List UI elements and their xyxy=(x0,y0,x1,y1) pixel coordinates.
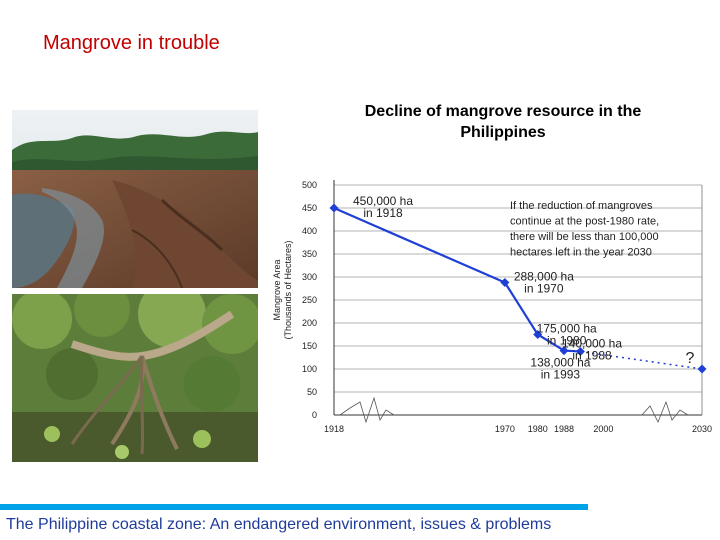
data-label: in 1980 xyxy=(547,334,587,348)
y-tick-label: 0 xyxy=(312,410,317,420)
data-label: 138,000 ha xyxy=(530,356,590,370)
axis-break-left xyxy=(339,396,395,424)
y-tick-label: 400 xyxy=(302,226,317,236)
y-axis-label-line: Mangrove Area xyxy=(272,259,282,320)
y-tick-label: 250 xyxy=(302,295,317,305)
data-label: 288,000 ha xyxy=(514,270,574,284)
data-point xyxy=(697,364,707,374)
y-axis-label-line: (Thousands of Hectares) xyxy=(283,240,293,339)
mangrove-clearing-photo xyxy=(12,110,258,288)
data-label: in 1970 xyxy=(524,282,564,296)
annotation-line: If the reduction of mangroves xyxy=(510,200,653,212)
data-point xyxy=(533,330,543,339)
mangrove-area-chart: 0 50 100 150 200 250 300 350 400 450 500 1918 1970 19… xyxy=(272,180,712,434)
chart-title: Decline of mangrove resource in the Phil… xyxy=(364,103,642,141)
data-label: in 1918 xyxy=(363,206,403,220)
annotation-line: there will be less than 100,000 xyxy=(510,231,659,243)
y-tick-label: 350 xyxy=(302,249,317,259)
x-tick-label: 2030 xyxy=(692,424,712,434)
slide-title: Mangrove in trouble xyxy=(43,32,220,54)
x-tick-label: 1918 xyxy=(324,424,344,434)
mangrove-roots-photo xyxy=(12,294,258,462)
annotation-line: continue at the post-1980 rate, xyxy=(510,216,659,228)
data-point xyxy=(329,203,339,213)
slide-footer: The Philippine coastal zone: An endanger… xyxy=(6,516,552,533)
data-label: in 1988 xyxy=(572,349,612,363)
y-tick-label: 450 xyxy=(302,203,317,213)
y-tick-label: 500 xyxy=(302,180,317,190)
projection-question-mark: ? xyxy=(686,350,695,367)
data-label: 140,000 ha xyxy=(562,337,622,351)
projection-line xyxy=(580,350,703,370)
data-label: in 1993 xyxy=(541,368,581,382)
footer-accent-bar xyxy=(0,504,588,510)
data-label: 450,000 ha xyxy=(353,194,413,208)
y-tick-label: 100 xyxy=(302,364,317,374)
y-tick-label: 50 xyxy=(307,387,317,397)
y-tick-label: 300 xyxy=(302,272,317,282)
data-point xyxy=(500,278,510,288)
x-tick-label: 1988 xyxy=(554,424,574,434)
data-label: 175,000 ha xyxy=(537,322,597,336)
y-tick-label: 200 xyxy=(302,318,317,328)
annotation-line: hectares left in the year 2030 xyxy=(510,247,652,259)
y-axis-label: Mangrove Area (Thousands of Hectares) xyxy=(272,240,293,339)
x-tick-label: 1980 xyxy=(528,424,548,434)
x-tick-label: 2000 xyxy=(593,424,613,434)
data-point xyxy=(575,347,585,357)
axis-break-right xyxy=(641,400,689,423)
data-point xyxy=(559,346,569,356)
x-tick-label: 1970 xyxy=(495,424,515,434)
y-tick-label: 150 xyxy=(302,341,317,351)
